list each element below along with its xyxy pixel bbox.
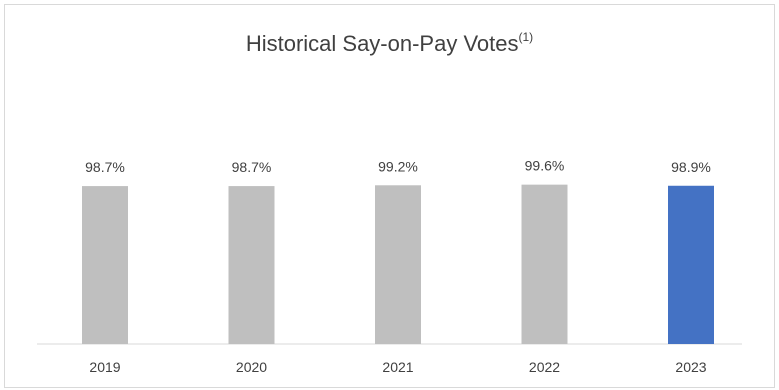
bar-2021 (375, 185, 421, 344)
data-label-2022: 99.6% (525, 158, 565, 174)
data-label-2023: 98.9% (671, 159, 711, 175)
bar-2022 (521, 184, 568, 344)
bar-2020 (228, 186, 275, 344)
data-label-2019: 98.7% (85, 159, 125, 175)
x-tick-label-2022: 2022 (529, 359, 560, 375)
data-label-2021: 99.2% (378, 158, 418, 174)
data-label-2020: 98.7% (232, 159, 272, 175)
x-tick-label-2019: 2019 (89, 359, 120, 375)
x-tick-label-2020: 2020 (236, 359, 267, 375)
bar-2019 (82, 186, 128, 344)
x-tick-label-2023: 2023 (675, 359, 706, 375)
chart-title-footnote: (1) (518, 30, 534, 44)
bar-2023 (668, 185, 714, 344)
chart-title-text: Historical Say-on-Pay Votes (245, 31, 519, 56)
x-tick-label-2021: 2021 (382, 359, 413, 375)
chart-title: Historical Say-on-Pay Votes(1) (0, 30, 779, 57)
